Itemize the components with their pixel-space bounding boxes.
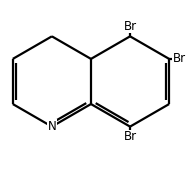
Text: N: N [48, 120, 56, 133]
Text: Br: Br [124, 130, 137, 143]
Text: Br: Br [124, 20, 137, 33]
Text: Br: Br [173, 52, 186, 65]
